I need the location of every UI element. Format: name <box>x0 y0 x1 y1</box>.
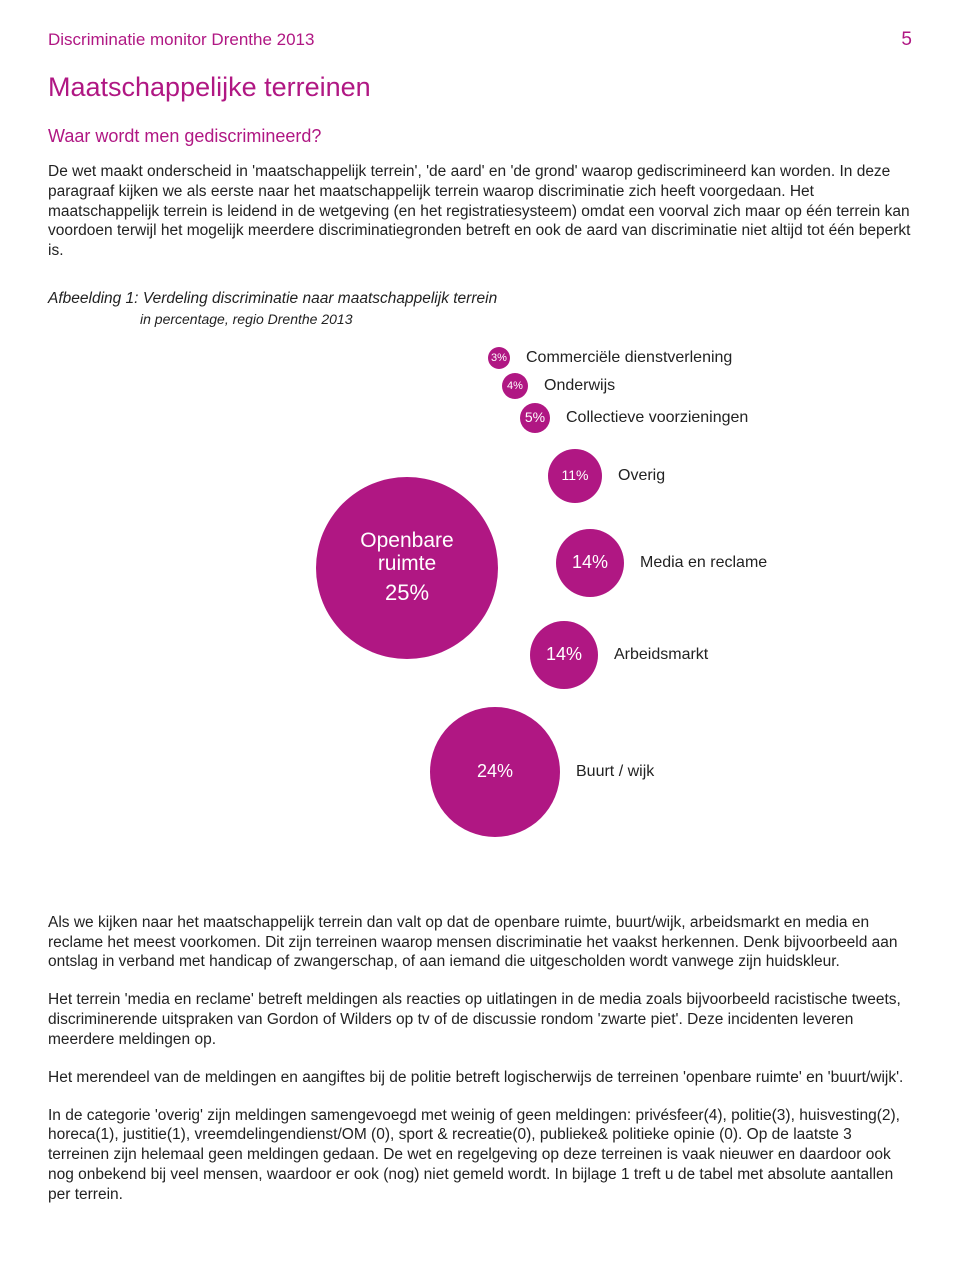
bubble-label-commerciele: Commerciële dienstverlening <box>526 348 732 368</box>
bubble-onderwijs: 4% <box>502 373 528 399</box>
bubble-label-collectieve: Collectieve voorzieningen <box>566 408 748 428</box>
subsection-title: Waar wordt men gediscrimineerd? <box>48 125 912 148</box>
bubble-pct: 4% <box>507 379 523 393</box>
bubble-pct: 14% <box>572 551 608 574</box>
bubble-overig: 11% <box>548 449 602 503</box>
figure-caption-sub: in percentage, regio Drenthe 2013 <box>48 311 912 329</box>
body-paragraph: Het merendeel van de meldingen en aangif… <box>48 1068 912 1088</box>
bubble-pct: 5% <box>525 409 545 427</box>
bubble-pct: 14% <box>546 643 582 666</box>
bubble-label-onderwijs: Onderwijs <box>544 376 615 396</box>
page-header: Discriminatie monitor Drenthe 2013 5 <box>48 28 912 52</box>
body-paragraph: In de categorie 'overig' zijn meldingen … <box>48 1106 912 1205</box>
bubble-pct: 25% <box>385 579 429 607</box>
bubble-pct: 24% <box>477 760 513 783</box>
bubble-collectieve: 5% <box>520 403 550 433</box>
bubble-buurtwijk: 24% <box>430 707 560 837</box>
body-paragraph: Als we kijken naar het maatschappelijk t… <box>48 913 912 972</box>
bubble-name: Openbareruimte <box>360 529 453 575</box>
bubble-arbeidsmarkt: 14% <box>530 621 598 689</box>
bubble-label-overig: Overig <box>618 466 665 486</box>
body-paragraphs: Als we kijken naar het maatschappelijk t… <box>48 913 912 1205</box>
bubble-pct: 3% <box>491 351 507 365</box>
body-paragraph: Het terrein 'media en reclame' betreft m… <box>48 990 912 1049</box>
bubble-label-media: Media en reclame <box>640 553 767 573</box>
figure-caption: Afbeelding 1: Verdeling discriminatie na… <box>48 289 912 309</box>
figure-caption-lead: Afbeelding 1: <box>48 290 139 307</box>
bubble-label-arbeidsmarkt: Arbeidsmarkt <box>614 645 708 665</box>
running-head: Discriminatie monitor Drenthe 2013 <box>48 29 314 51</box>
intro-paragraph: De wet maakt onderscheid in 'maatschappe… <box>48 162 912 261</box>
figure-caption-text: Verdeling discriminatie naar maatschappe… <box>143 290 497 307</box>
bubble-media: 14% <box>556 529 624 597</box>
bubble-openbare-ruimte: Openbareruimte 25% <box>316 477 498 659</box>
bubble-pct: 11% <box>562 467 589 485</box>
page-number: 5 <box>901 28 912 52</box>
bubble-commerciele: 3% <box>488 347 510 369</box>
section-title: Maatschappelijke terreinen <box>48 70 912 105</box>
bubble-label-buurtwijk: Buurt / wijk <box>576 762 654 782</box>
bubble-chart: Openbareruimte 25% 3% Commerciële dienstver… <box>100 337 860 897</box>
